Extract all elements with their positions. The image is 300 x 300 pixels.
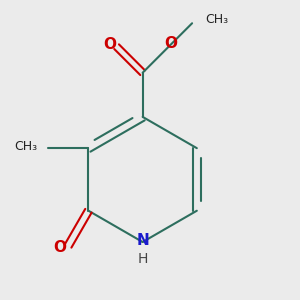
- Text: H: H: [137, 252, 148, 266]
- Text: CH₃: CH₃: [14, 140, 38, 153]
- Text: O: O: [103, 37, 116, 52]
- Text: CH₃: CH₃: [205, 13, 228, 26]
- Text: O: O: [54, 240, 67, 255]
- Text: O: O: [164, 35, 177, 50]
- Text: N: N: [136, 233, 149, 248]
